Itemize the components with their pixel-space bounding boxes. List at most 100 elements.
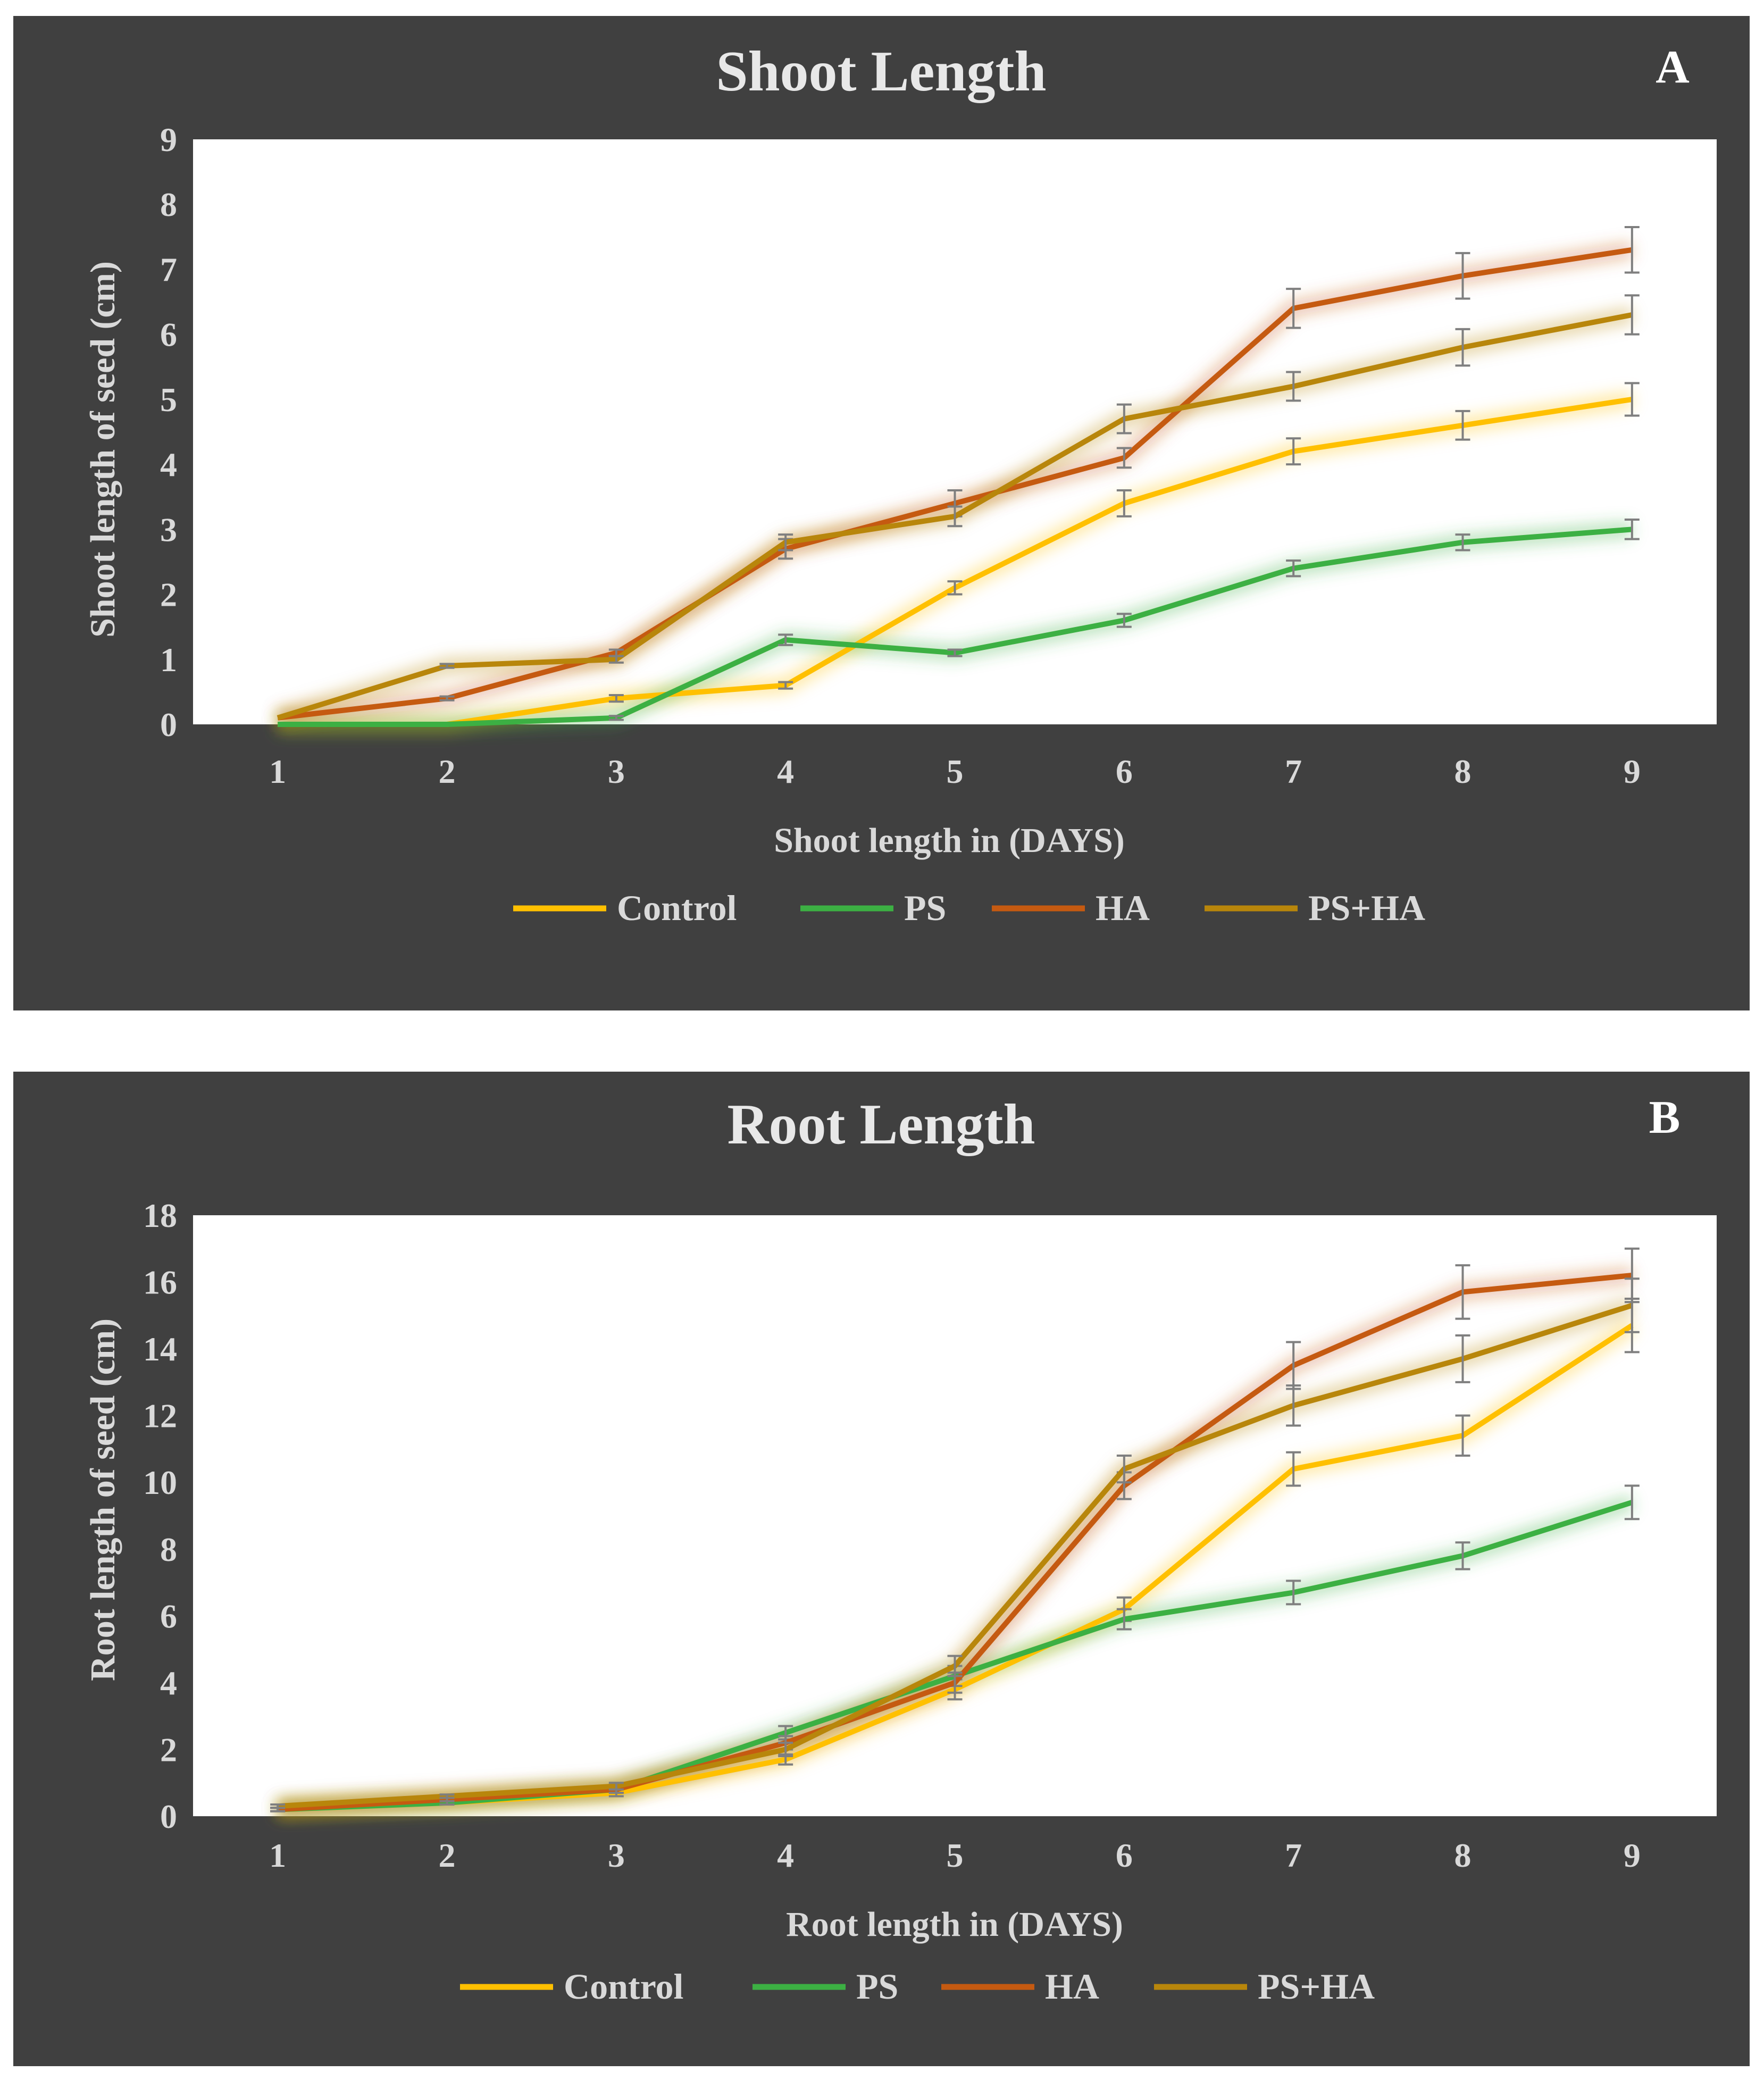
error-bar [947,1655,963,1677]
x-tick-label: 7 [1285,1836,1302,1874]
x-tick-label: 2 [439,753,456,790]
chart-title: Shoot Length [716,40,1046,103]
legend-label: HA [1096,888,1150,928]
error-bar [1455,1334,1470,1383]
x-tick-label: 9 [1624,753,1641,790]
x-tick-label: 1 [269,753,286,790]
y-tick-label: 2 [160,1731,177,1768]
error-bar [1455,1414,1470,1457]
error-bar [1286,437,1301,466]
error-bar [1455,252,1470,300]
error-bar [1624,1484,1640,1521]
legend-item: Control [513,888,737,928]
y-tick-label: 0 [160,1798,177,1835]
panel-label: A [1656,41,1690,93]
error-bar [1624,294,1640,336]
error-bar [778,1741,793,1757]
error-bar [778,681,793,690]
x-tick-label: 6 [1116,753,1133,790]
error-bar [1286,288,1301,329]
y-axis-label: Root length of seed (cm) [83,1318,122,1681]
plot-background [193,139,1717,724]
y-tick-label: 7 [160,250,177,288]
error-bar [1455,328,1470,367]
error-bar [947,580,963,596]
error-bar [1455,533,1470,552]
legend-label: PS [856,1966,898,2007]
x-tick-label: 3 [608,753,625,790]
error-bar [1116,1608,1132,1631]
plot-area [193,139,1717,732]
plot-background [193,1215,1717,1816]
error-bar [947,648,963,657]
legend-label: HA [1045,1966,1099,2007]
error-bar [1624,382,1640,417]
legend-item: PS+HA [1205,888,1425,928]
x-tick-label: 8 [1454,753,1472,790]
legend-label: PS [904,888,946,928]
y-tick-label: 9 [160,121,177,158]
y-tick-label: 4 [160,1664,177,1702]
legend: Control PS HA PS+HA [460,1966,1375,2007]
error-bar [778,533,793,552]
y-axis-label: Shoot length of seed (cm) [83,261,122,638]
legend-label: Control [564,1966,683,2007]
y-tick-label: 12 [143,1397,177,1435]
y-tick-label: 1 [160,641,177,679]
error-bar [1286,1384,1301,1427]
legend-item: PS+HA [1154,1966,1375,2007]
error-bar [1116,1455,1132,1484]
x-tick-label: 9 [1624,1836,1641,1874]
legend-item: HA [941,1966,1099,2007]
y-tick-label: 14 [143,1330,177,1368]
error-bar [608,694,624,703]
x-tick-label: 1 [269,1836,286,1874]
error-bar [1624,1277,1640,1333]
error-bar [778,633,793,646]
chart-title: Root Length [727,1093,1035,1156]
error-bar [1286,559,1301,578]
y-tick-label: 5 [160,381,177,419]
y-tick-label: 16 [143,1264,177,1301]
legend-label: PS+HA [1308,888,1425,928]
error-bar [1116,403,1132,435]
error-bar [1455,410,1470,441]
legend: Control PS HA PS+HA [513,888,1425,928]
x-tick-label: 5 [947,1836,964,1874]
y-tick-label: 2 [160,576,177,614]
error-bar [1116,489,1132,517]
error-bar [1116,613,1132,628]
error-bar [1624,226,1640,274]
chart-svg-a: Shoot Length A Shoot length in (DAYS) Sh… [83,40,1717,928]
chart-panel-b: Root Length B Root length in (DAYS) Root… [13,1072,1750,2066]
error-bar [608,715,624,721]
x-tick-label: 6 [1116,1836,1133,1874]
legend-item: PS [800,888,946,928]
y-tick-label: 0 [160,706,177,744]
error-bar [1624,519,1640,540]
x-tick-label: 8 [1454,1836,1472,1874]
chart-svg-b: Root Length B Root length in (DAYS) Root… [83,1092,1717,2007]
error-bar [1455,1541,1470,1571]
panel-label: B [1649,1092,1681,1143]
legend-label: Control [617,888,737,928]
error-bar [439,663,455,669]
legend-item: Control [460,1966,683,2007]
legend-label: PS+HA [1258,1966,1375,2007]
x-tick-label: 4 [777,1836,794,1874]
x-tick-label: 5 [947,753,964,790]
y-tick-label: 3 [160,511,177,548]
error-bar [1455,1264,1470,1320]
error-bar [608,1782,624,1791]
error-bar [947,505,963,528]
error-bar [439,1793,455,1799]
error-bar [1286,371,1301,402]
y-tick-label: 8 [160,186,177,223]
error-bar [1286,1451,1301,1487]
error-bar [608,655,624,664]
legend-item: HA [992,888,1150,928]
legend-item: PS [753,1966,898,2007]
x-tick-label: 2 [439,1836,456,1874]
x-tick-label: 3 [608,1836,625,1874]
x-axis-label: Root length in (DAYS) [786,1905,1123,1944]
